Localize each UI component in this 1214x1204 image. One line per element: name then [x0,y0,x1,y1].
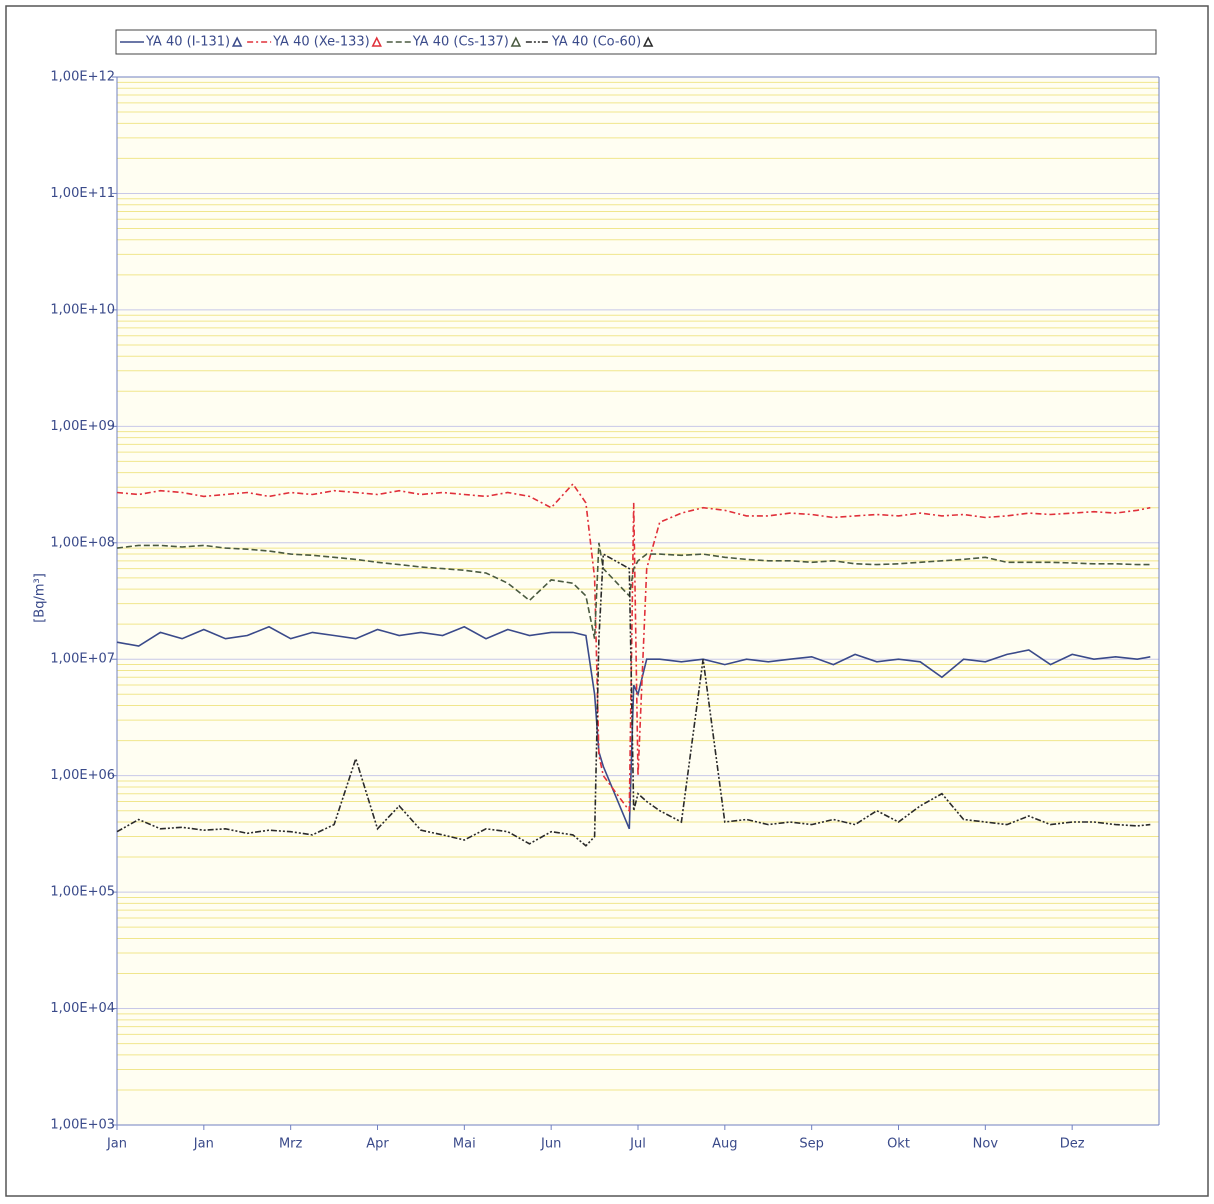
x-tick-label: Nov [973,1137,999,1152]
legend-marker [231,36,243,47]
x-tick-label: Jul [629,1137,646,1152]
y-tick-label: 1,00E+11 [50,186,115,201]
x-tick-label: Dez [1060,1137,1085,1152]
x-tick-label: Aug [712,1137,737,1152]
series-line [116,542,1151,639]
series-line [116,552,1151,847]
y-tick-label: 1,00E+05 [50,885,115,900]
y-tick-label: 1,00E+07 [50,652,115,667]
y-tick-label: 1,00E+03 [50,1118,115,1133]
x-tick-label: Jun [540,1137,561,1152]
y-axis-label: [Bq/m³] [33,573,48,623]
legend-label: YA 40 (I-131) [145,35,230,50]
legend-marker [510,36,522,47]
series-line [116,625,1151,830]
y-tick-label: 1,00E+12 [50,70,115,85]
y-tick-label: 1,00E+06 [50,768,115,783]
y-tick-label: 1,00E+10 [50,302,115,317]
x-tick-label: Jan [106,1137,127,1152]
x-tick-label: Mai [453,1137,476,1152]
plot-area [117,77,1159,1125]
x-tick-label: Okt [887,1137,910,1152]
legend-label: YA 40 (Xe-133) [272,35,370,50]
legend-box [115,29,1157,55]
legend-label: YA 40 (Cs-137) [412,35,509,50]
y-tick-label: 1,00E+09 [50,419,115,434]
frame [5,5,1209,1197]
y-tick-label: 1,00E+04 [50,1001,115,1016]
x-tick-label: Apr [366,1137,389,1152]
x-tick-label: Jan [193,1137,214,1152]
legend-marker [642,36,654,47]
x-tick-label: Mrz [279,1137,303,1152]
legend-marker [371,36,382,47]
legend-label: YA 40 (Co-60) [551,35,641,50]
y-tick-label: 1,00E+08 [50,535,115,550]
x-tick-label: Sep [799,1137,824,1152]
